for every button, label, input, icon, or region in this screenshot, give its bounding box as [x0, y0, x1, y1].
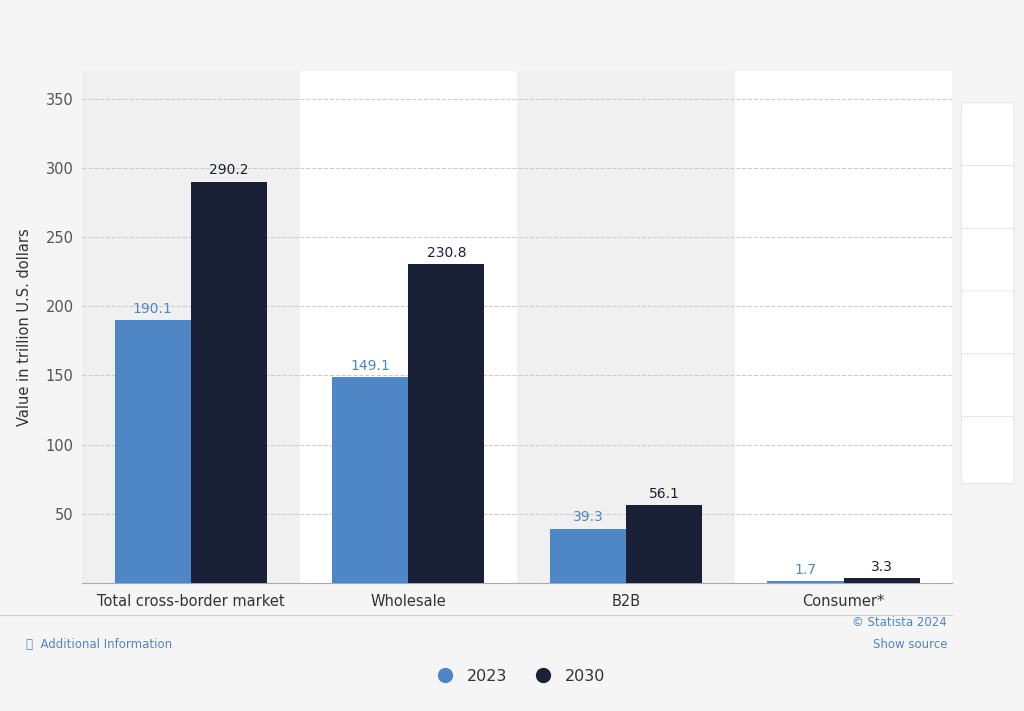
- Legend: 2023, 2030: 2023, 2030: [423, 663, 611, 690]
- Bar: [409, 264, 484, 583]
- Text: 290.2: 290.2: [209, 164, 249, 177]
- Text: 190.1: 190.1: [133, 302, 172, 316]
- Bar: [767, 581, 844, 583]
- Bar: [299, 71, 517, 583]
- Text: Show source: Show source: [872, 638, 947, 651]
- Bar: [82, 71, 299, 583]
- Bar: [115, 320, 190, 583]
- Text: 39.3: 39.3: [572, 510, 603, 525]
- Text: 149.1: 149.1: [350, 358, 390, 373]
- FancyBboxPatch shape: [962, 291, 1014, 358]
- Bar: [626, 506, 702, 583]
- FancyBboxPatch shape: [962, 103, 1014, 170]
- FancyBboxPatch shape: [962, 353, 1014, 421]
- Text: 230.8: 230.8: [427, 245, 466, 260]
- Bar: [550, 529, 626, 583]
- Text: ⓘ  Additional Information: ⓘ Additional Information: [26, 638, 172, 651]
- Text: 56.1: 56.1: [648, 487, 680, 501]
- Y-axis label: Value in trillion U.S. dollars: Value in trillion U.S. dollars: [16, 228, 32, 426]
- FancyBboxPatch shape: [962, 417, 1014, 483]
- Text: 3.3: 3.3: [870, 560, 893, 574]
- Bar: [332, 377, 409, 583]
- FancyBboxPatch shape: [962, 166, 1014, 232]
- FancyBboxPatch shape: [962, 228, 1014, 296]
- Bar: [190, 181, 267, 583]
- Bar: [735, 71, 952, 583]
- Text: © Statista 2024: © Statista 2024: [852, 616, 947, 629]
- Bar: [844, 579, 920, 583]
- Bar: [517, 71, 735, 583]
- Text: 1.7: 1.7: [795, 562, 816, 577]
